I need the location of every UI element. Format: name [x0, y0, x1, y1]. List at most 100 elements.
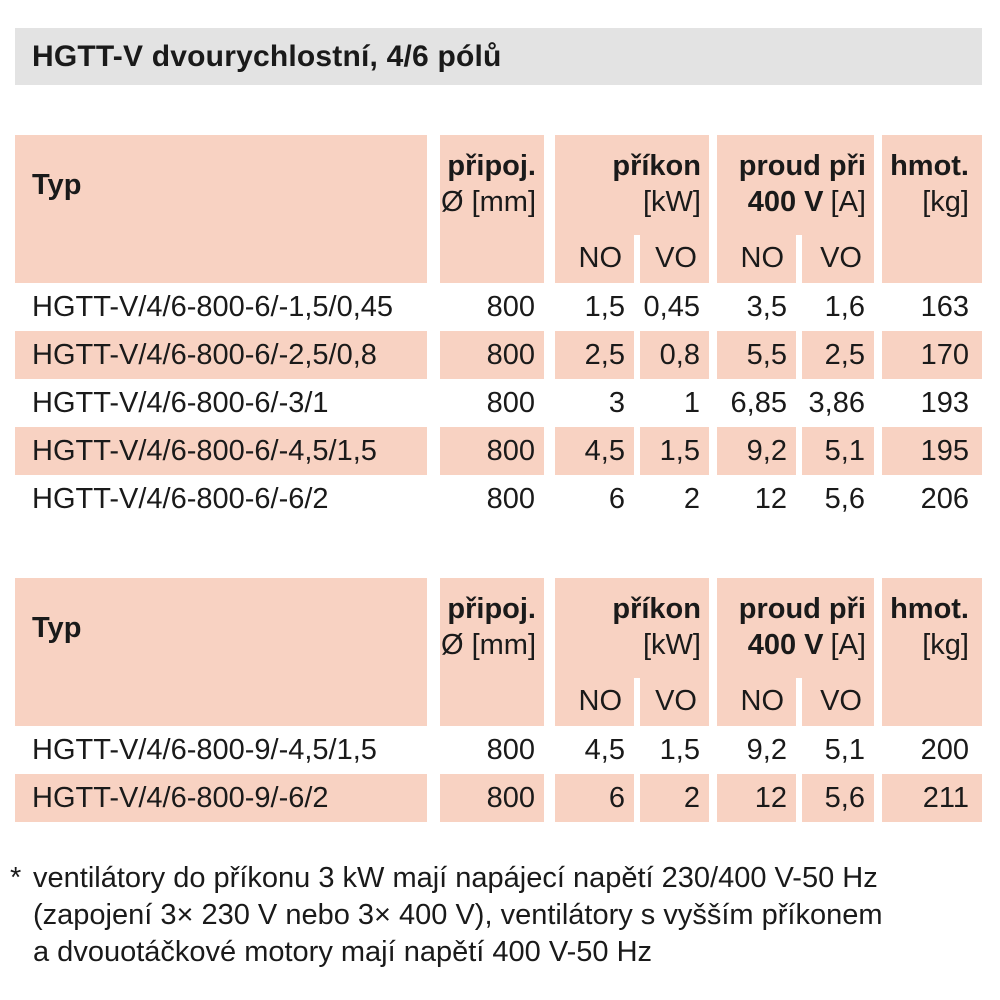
section-title-bar: HGTT-V dvourychlostní, 4/6 pólů	[15, 28, 982, 85]
cell-power-no: 6	[608, 483, 625, 515]
footnote-line: ventilátory do příkonu 3 kW mají napájec…	[33, 862, 878, 894]
table-header: Typ připoj. Ø [mm] příkon [kW] proud při…	[15, 578, 982, 726]
cell-current-vo: 5,1	[802, 427, 874, 475]
cell-typ: HGTT-V/4/6-800-9/-6/2	[15, 774, 427, 822]
cell-diameter: 800	[486, 483, 535, 515]
table-row: HGTT-V/4/6-800-6/-6/2 800 6 2 12 5,6 206	[15, 475, 982, 523]
col-header-current-label: proud při	[738, 593, 866, 625]
col-header-power-label: příkon	[612, 150, 701, 182]
col-header-power: příkon [kW]	[555, 135, 709, 235]
cell-diameter: 800	[486, 291, 535, 323]
cell-weight: 211	[882, 774, 982, 822]
subcol-no-current: NO	[717, 678, 796, 726]
cell-weight: 195	[882, 427, 982, 475]
col-header-diameter-label: připoj.	[447, 593, 536, 625]
cell-current-no: 12	[754, 483, 787, 515]
col-header-diameter-unit: Ø [mm]	[440, 186, 536, 218]
col-header-diameter: připoj. Ø [mm]	[440, 578, 544, 726]
col-header-current-label: proud při	[738, 150, 866, 182]
cell-weight: 193	[920, 387, 969, 419]
col-header-power-unit: [kW]	[643, 186, 701, 218]
table-header: Typ připoj. Ø [mm] příkon [kW] proud při…	[15, 135, 982, 283]
col-header-current: proud při 400 V [A]	[717, 578, 874, 678]
cell-current-vo: 3,86	[808, 387, 865, 419]
cell-current-no: 9,2	[746, 734, 787, 766]
cell-current-no: 3,5	[746, 291, 787, 323]
cell-weight: 200	[920, 734, 969, 766]
cell-typ: HGTT-V/4/6-800-6/-4,5/1,5	[15, 427, 427, 475]
cell-typ: HGTT-V/4/6-800-6/-1,5/0,45	[32, 291, 394, 323]
subcol-vo-current: VO	[802, 235, 874, 283]
cell-power-vo: 1,5	[640, 427, 709, 475]
footnote-line: (zapojení 3× 230 V nebo 3× 400 V), venti…	[33, 899, 883, 931]
col-header-weight-label: hmot.	[890, 150, 969, 182]
cell-power-no: 4,5	[555, 427, 634, 475]
col-header-power-unit: [kW]	[643, 629, 701, 661]
cell-weight: 170	[882, 331, 982, 379]
cell-power-no: 4,5	[584, 734, 625, 766]
col-header-power-label: příkon	[612, 593, 701, 625]
cell-typ: HGTT-V/4/6-800-9/-4,5/1,5	[32, 734, 377, 766]
table-row: HGTT-V/4/6-800-9/-4,5/1,5 800 4,5 1,5 9,…	[15, 726, 982, 774]
catalog-page: HGTT-V dvourychlostní, 4/6 pólů Typ přip…	[10, 28, 982, 971]
col-header-typ: Typ	[15, 578, 427, 726]
cell-current-vo: 5,6	[824, 483, 865, 515]
cell-power-vo: 2	[640, 774, 709, 822]
table-row: HGTT-V/4/6-800-9/-6/2 800 6 2 12 5,6 211	[15, 774, 982, 822]
col-header-power: příkon [kW]	[555, 578, 709, 678]
spec-table-800-9: Typ připoj. Ø [mm] příkon [kW] proud při…	[15, 578, 982, 822]
cell-diameter: 800	[440, 331, 544, 379]
col-header-weight-unit: [kg]	[922, 186, 969, 218]
cell-power-no: 1,5	[584, 291, 625, 323]
footnote-marker: *	[10, 862, 22, 894]
footnote-text: ventilátory do příkonu 3 kW mají napájec…	[33, 860, 883, 971]
cell-typ: HGTT-V/4/6-800-6/-2,5/0,8	[15, 331, 427, 379]
cell-typ: HGTT-V/4/6-800-6/-6/2	[32, 483, 329, 515]
col-header-weight: hmot. [kg]	[882, 135, 982, 283]
col-header-current-unit: 400 V [A]	[747, 629, 866, 661]
cell-power-no: 6	[555, 774, 634, 822]
cell-current-no: 5,5	[717, 331, 796, 379]
cell-weight: 206	[920, 483, 969, 515]
cell-current-vo: 5,1	[824, 734, 865, 766]
col-header-weight-label: hmot.	[890, 593, 969, 625]
table-row: HGTT-V/4/6-800-6/-2,5/0,8 800 2,5 0,8 5,…	[15, 331, 982, 379]
cell-power-no: 3	[608, 387, 625, 419]
cell-power-vo: 0,45	[643, 291, 700, 323]
cell-power-vo: 0,8	[640, 331, 709, 379]
footnote-line: a dvouotáčkové motory mají napětí 400 V-…	[33, 936, 653, 968]
cell-current-no: 6,85	[730, 387, 787, 419]
cell-diameter: 800	[440, 427, 544, 475]
table-row: HGTT-V/4/6-800-6/-4,5/1,5 800 4,5 1,5 9,…	[15, 427, 982, 475]
cell-current-no: 9,2	[717, 427, 796, 475]
table-row: HGTT-V/4/6-800-6/-1,5/0,45 800 1,5 0,45 …	[15, 283, 982, 331]
cell-current-no: 12	[717, 774, 796, 822]
subcol-vo-power: VO	[640, 678, 709, 726]
subcol-no-power: NO	[555, 235, 634, 283]
col-header-weight-unit: [kg]	[922, 629, 969, 661]
col-header-current: proud při 400 V [A]	[717, 135, 874, 235]
cell-diameter: 800	[486, 734, 535, 766]
cell-power-no: 2,5	[555, 331, 634, 379]
cell-weight: 163	[920, 291, 969, 323]
subcol-vo-current: VO	[802, 678, 874, 726]
cell-power-vo: 2	[683, 483, 700, 515]
subcol-no-power: NO	[555, 678, 634, 726]
col-header-diameter-label: připoj.	[447, 150, 536, 182]
col-header-typ: Typ	[15, 135, 427, 283]
col-header-current-unit: 400 V [A]	[747, 186, 866, 218]
subcol-vo-power: VO	[640, 235, 709, 283]
cell-current-vo: 5,6	[802, 774, 874, 822]
cell-power-vo: 1	[683, 387, 700, 419]
col-header-diameter-unit: Ø [mm]	[440, 629, 536, 661]
spec-table-800-6: Typ připoj. Ø [mm] příkon [kW] proud při…	[15, 135, 982, 523]
col-header-diameter: připoj. Ø [mm]	[440, 135, 544, 283]
cell-diameter: 800	[486, 387, 535, 419]
cell-current-vo: 2,5	[802, 331, 874, 379]
cell-power-vo: 1,5	[659, 734, 700, 766]
cell-typ: HGTT-V/4/6-800-6/-3/1	[32, 387, 329, 419]
page-title: HGTT-V dvourychlostní, 4/6 pólů	[32, 39, 502, 73]
table-row: HGTT-V/4/6-800-6/-3/1 800 3 1 6,85 3,86 …	[15, 379, 982, 427]
cell-current-vo: 1,6	[824, 291, 865, 323]
col-header-weight: hmot. [kg]	[882, 578, 982, 726]
